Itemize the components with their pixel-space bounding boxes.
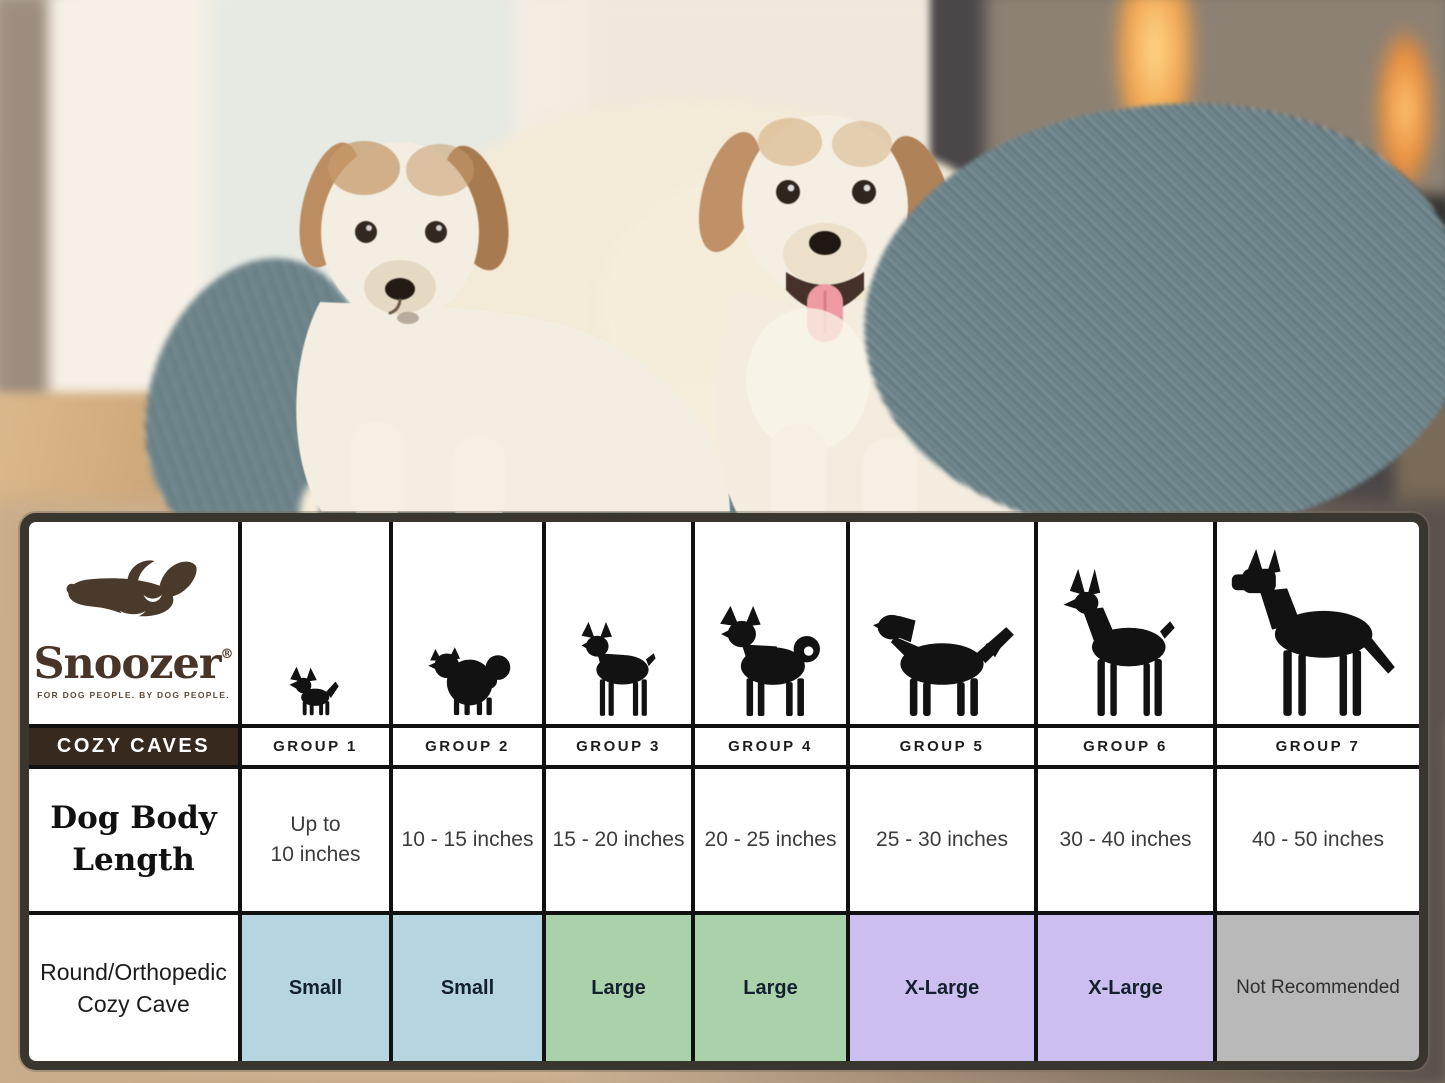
size-group-3: Large xyxy=(546,915,691,1061)
brand-tagline: FOR DOG PEOPLE. BY DOG PEOPLE. xyxy=(37,689,230,700)
group-2-header: GROUP 2 xyxy=(393,728,542,765)
two-dogs-illustration xyxy=(296,115,1058,532)
product-row-header: Round/Orthopedic Cozy Cave xyxy=(29,915,238,1061)
boston-terrier-silhouette-icon xyxy=(581,621,656,716)
body-length-group-1: Up to 10 inches xyxy=(242,769,389,911)
great-dane-silhouette-icon xyxy=(1231,549,1395,716)
brand-wordmark: Snoozer® xyxy=(33,638,234,689)
pomeranian-silhouette-icon xyxy=(427,647,510,716)
size-group-1: Small xyxy=(242,915,389,1061)
body-length-group-6: 30 - 40 inches xyxy=(1038,769,1213,911)
size-group-6: X-Large xyxy=(1038,915,1213,1061)
dog-silhouette-group-5 xyxy=(850,522,1034,724)
lying-dog xyxy=(296,141,730,526)
body-length-group-5: 25 - 30 inches xyxy=(850,769,1034,911)
group-3-header: GROUP 3 xyxy=(546,728,691,765)
size-group-5: X-Large xyxy=(850,915,1034,1061)
body-length-group-7: 40 - 50 inches xyxy=(1217,769,1419,911)
body-length-group-4: 20 - 25 inches xyxy=(695,769,846,911)
chihuahua-silhouette-icon xyxy=(288,666,339,716)
size-chart-table: Snoozer® FOR DOG PEOPLE. BY DOG PEOPLE. xyxy=(20,513,1428,1070)
group-7-header: GROUP 7 xyxy=(1217,728,1419,765)
shiba-inu-silhouette-icon xyxy=(719,605,820,716)
size-group-7: Not Recommended xyxy=(1217,915,1419,1061)
dog-silhouette-group-2 xyxy=(393,522,542,724)
group-6-header: GROUP 6 xyxy=(1038,728,1213,765)
body-length-group-2: 10 - 15 inches xyxy=(393,769,542,911)
body-length-group-3: 15 - 20 inches xyxy=(546,769,691,911)
registered-mark: ® xyxy=(220,646,234,662)
size-group-4: Large xyxy=(695,915,846,1061)
snoozer-dog-head-logo-icon xyxy=(66,559,197,618)
dog-silhouette-group-1 xyxy=(242,522,389,724)
series-label: COZY CAVES xyxy=(56,735,211,757)
dog-silhouette-group-3 xyxy=(546,522,691,724)
group-4-header: GROUP 4 xyxy=(695,728,846,765)
dog-silhouette-group-6 xyxy=(1038,522,1213,724)
doberman-silhouette-icon xyxy=(1062,568,1175,716)
body-length-row-header: Dog Body Length xyxy=(29,769,238,911)
brand-logo-cell: Snoozer® FOR DOG PEOPLE. BY DOG PEOPLE. xyxy=(29,522,238,724)
dog-silhouette-group-7 xyxy=(1217,522,1419,724)
series-label-cell: COZY CAVES xyxy=(29,728,238,765)
group-1-header: GROUP 1 xyxy=(242,728,389,765)
size-group-2: Small xyxy=(393,915,542,1061)
golden-retriever-silhouette-icon xyxy=(872,614,1014,716)
group-5-header: GROUP 5 xyxy=(850,728,1034,765)
dog-silhouette-group-4 xyxy=(695,522,846,724)
